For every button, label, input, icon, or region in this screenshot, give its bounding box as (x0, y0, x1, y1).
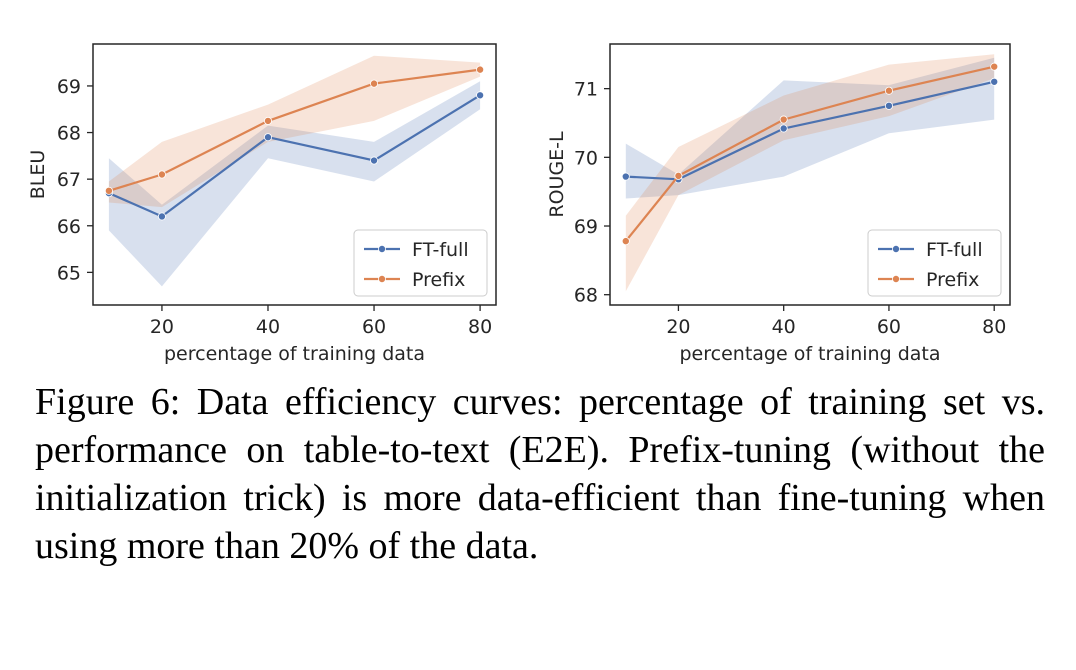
x-axis-label: percentage of training data (680, 343, 941, 365)
data-point-prefix (779, 115, 788, 124)
y-tick-label: 68 (57, 123, 81, 145)
legend: FT-full Prefix (867, 229, 1002, 297)
bleu-chart: 20 40 60 80 65 66 67 68 69 percentage of training… (27, 43, 497, 365)
y-tick-label: 65 (57, 262, 81, 284)
data-point-prefix (263, 116, 272, 125)
figure-caption: Figure 6: Data efficiency curves: percen… (35, 381, 1045, 567)
data-point-ft-full (370, 156, 379, 165)
legend-swatch-marker (377, 244, 386, 253)
legend-label-prefix: Prefix (412, 269, 465, 291)
x-tick-label: 20 (666, 316, 690, 338)
x-tick-label: 80 (982, 316, 1006, 338)
legend-label-ft-full: FT-full (412, 239, 469, 261)
data-point-ft-full (476, 91, 485, 100)
band-prefix (625, 54, 995, 292)
band-ft-full (108, 81, 481, 287)
y-axis-label: ROUGE-L (546, 131, 568, 218)
band-prefix (108, 55, 481, 208)
data-point-prefix (621, 237, 630, 246)
rouge-chart: 20 40 60 80 68 69 70 71 percentage of training d… (546, 43, 1011, 365)
data-point-prefix (476, 65, 485, 74)
x-axis-label: percentage of training data (164, 343, 425, 365)
legend-swatch-marker (892, 274, 901, 283)
y-axis-label: BLEU (27, 150, 49, 200)
data-point-prefix (370, 79, 379, 88)
data-point-ft-full (990, 77, 999, 86)
data-point-ft-full (779, 124, 788, 133)
legend-label-ft-full: FT-full (926, 239, 983, 261)
x-tick-label: 80 (468, 316, 492, 338)
band-ft-full (625, 57, 995, 199)
data-point-prefix (157, 170, 166, 179)
legend-label-prefix: Prefix (926, 269, 979, 291)
x-tick-label: 60 (877, 316, 901, 338)
data-point-ft-full (263, 133, 272, 142)
y-tick-label: 68 (574, 285, 598, 307)
y-tick-label: 69 (57, 76, 81, 98)
y-tick-label: 70 (574, 147, 598, 169)
data-point-prefix (104, 186, 113, 195)
x-tick-label: 60 (362, 316, 386, 338)
x-tick-label: 20 (150, 316, 174, 338)
x-tick-label: 40 (772, 316, 796, 338)
legend-swatch-marker (892, 244, 901, 253)
x-tick-label: 40 (256, 316, 280, 338)
legend: FT-full Prefix (353, 229, 488, 297)
data-point-ft-full (884, 101, 893, 110)
legend-swatch-marker (377, 274, 386, 283)
data-point-ft-full (157, 212, 166, 221)
data-point-prefix (884, 86, 893, 95)
data-point-prefix (674, 171, 683, 180)
y-tick-label: 66 (57, 216, 81, 238)
data-point-prefix (990, 62, 999, 71)
y-tick-label: 69 (574, 216, 598, 238)
y-tick-label: 71 (574, 79, 598, 101)
data-point-ft-full (621, 172, 630, 181)
y-tick-label: 67 (57, 169, 81, 191)
